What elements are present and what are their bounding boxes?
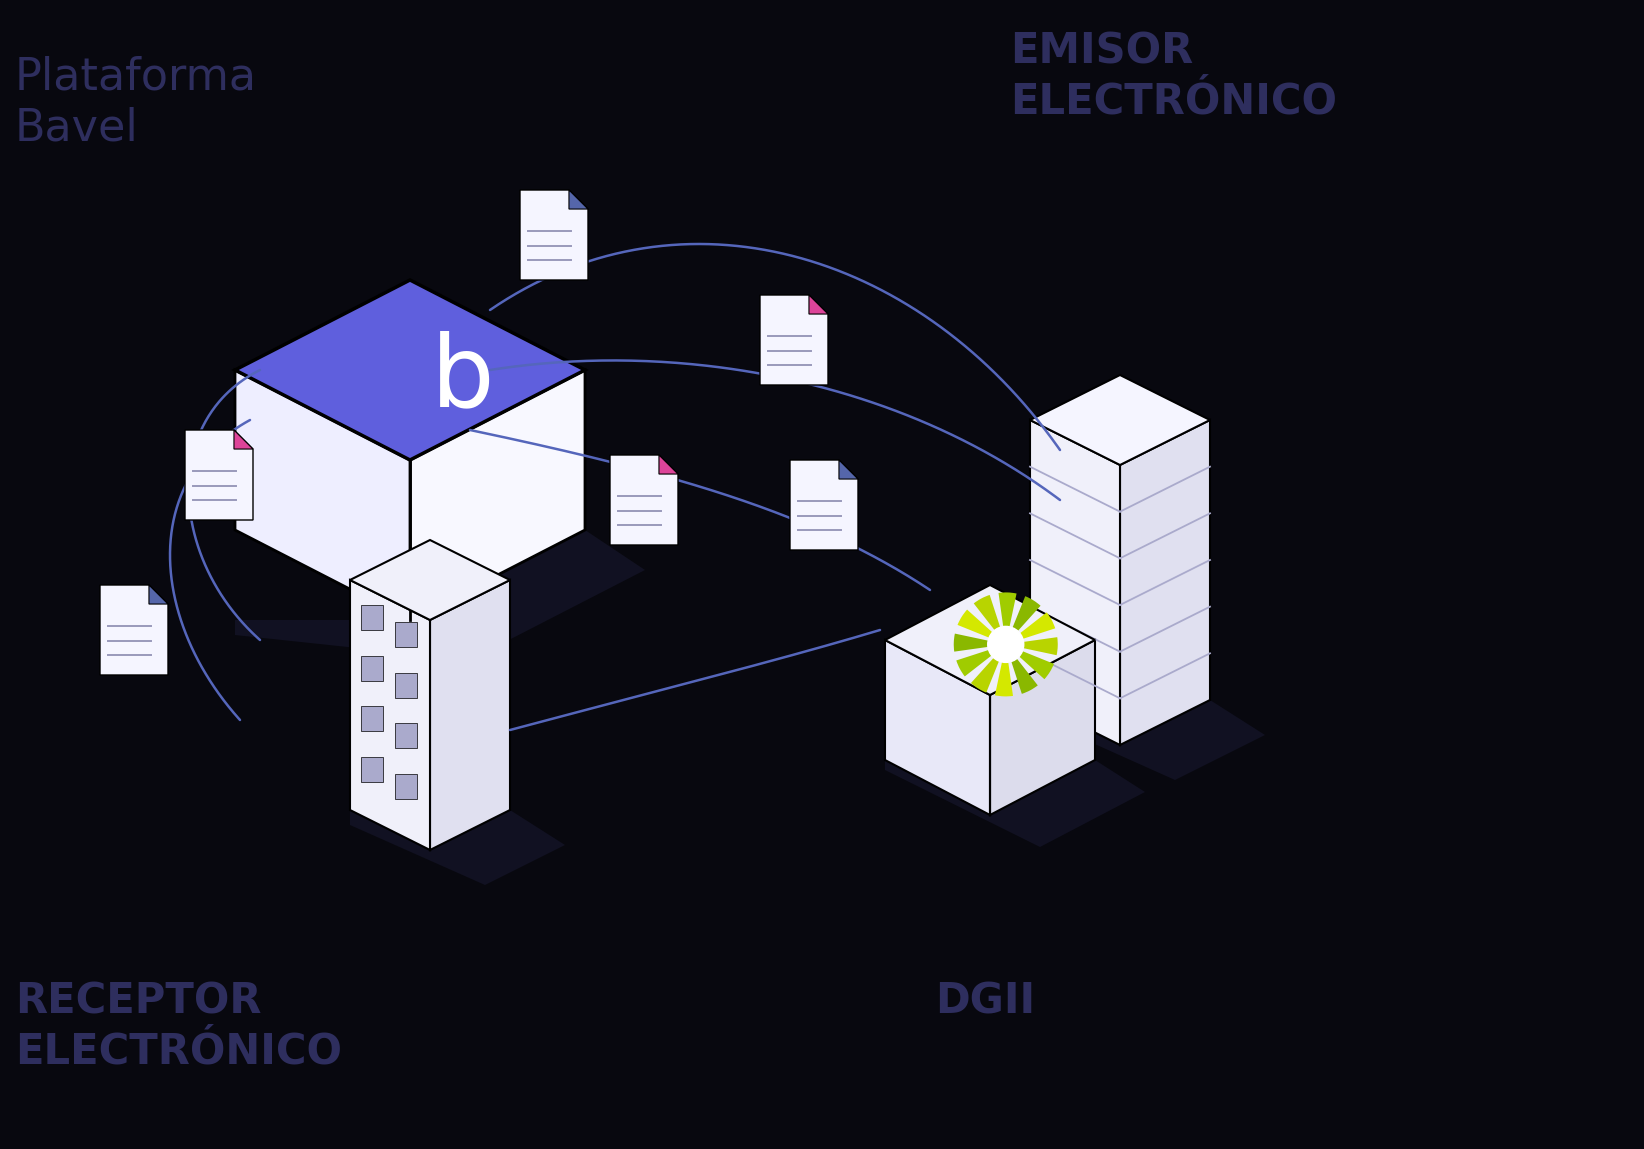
Polygon shape	[884, 759, 1144, 847]
Wedge shape	[995, 662, 1013, 696]
Polygon shape	[100, 585, 168, 674]
Wedge shape	[957, 610, 993, 638]
Wedge shape	[1013, 596, 1041, 631]
Polygon shape	[431, 580, 510, 850]
Polygon shape	[760, 295, 829, 385]
Polygon shape	[838, 460, 858, 479]
Polygon shape	[362, 707, 383, 731]
Polygon shape	[235, 530, 644, 660]
Wedge shape	[973, 595, 1000, 630]
Polygon shape	[395, 773, 418, 799]
Polygon shape	[186, 430, 253, 520]
Polygon shape	[1031, 700, 1264, 780]
Polygon shape	[791, 460, 858, 550]
Polygon shape	[233, 430, 253, 449]
Polygon shape	[610, 455, 677, 545]
Text: RECEPTOR
ELECTRÓNICO: RECEPTOR ELECTRÓNICO	[15, 980, 342, 1072]
Polygon shape	[235, 370, 409, 620]
Wedge shape	[1023, 638, 1057, 655]
Polygon shape	[884, 585, 1095, 695]
Polygon shape	[884, 640, 990, 815]
Wedge shape	[954, 633, 988, 651]
Wedge shape	[1019, 651, 1054, 679]
Polygon shape	[362, 606, 383, 630]
Polygon shape	[569, 190, 589, 209]
Text: EMISOR
ELECTRÓNICO: EMISOR ELECTRÓNICO	[1009, 30, 1337, 122]
Polygon shape	[235, 280, 585, 460]
Circle shape	[988, 626, 1024, 663]
Polygon shape	[395, 723, 418, 748]
Wedge shape	[957, 650, 991, 677]
Text: DGII: DGII	[935, 980, 1036, 1021]
Polygon shape	[1031, 375, 1210, 465]
Polygon shape	[1120, 421, 1210, 745]
Polygon shape	[350, 540, 510, 620]
Wedge shape	[1019, 612, 1055, 639]
Wedge shape	[1011, 658, 1037, 694]
Polygon shape	[1031, 421, 1120, 745]
Text: b: b	[431, 331, 495, 427]
Wedge shape	[972, 657, 1000, 693]
Polygon shape	[659, 455, 677, 475]
Polygon shape	[362, 757, 383, 782]
Polygon shape	[809, 295, 829, 314]
Polygon shape	[362, 656, 383, 680]
Polygon shape	[520, 190, 589, 280]
Polygon shape	[409, 370, 585, 620]
Polygon shape	[350, 810, 566, 885]
Polygon shape	[150, 585, 168, 604]
Polygon shape	[395, 622, 418, 647]
Polygon shape	[990, 640, 1095, 815]
Polygon shape	[395, 672, 418, 697]
Wedge shape	[998, 593, 1016, 627]
Text: Plataforma
Bavel: Plataforma Bavel	[15, 55, 256, 149]
Polygon shape	[350, 580, 431, 850]
